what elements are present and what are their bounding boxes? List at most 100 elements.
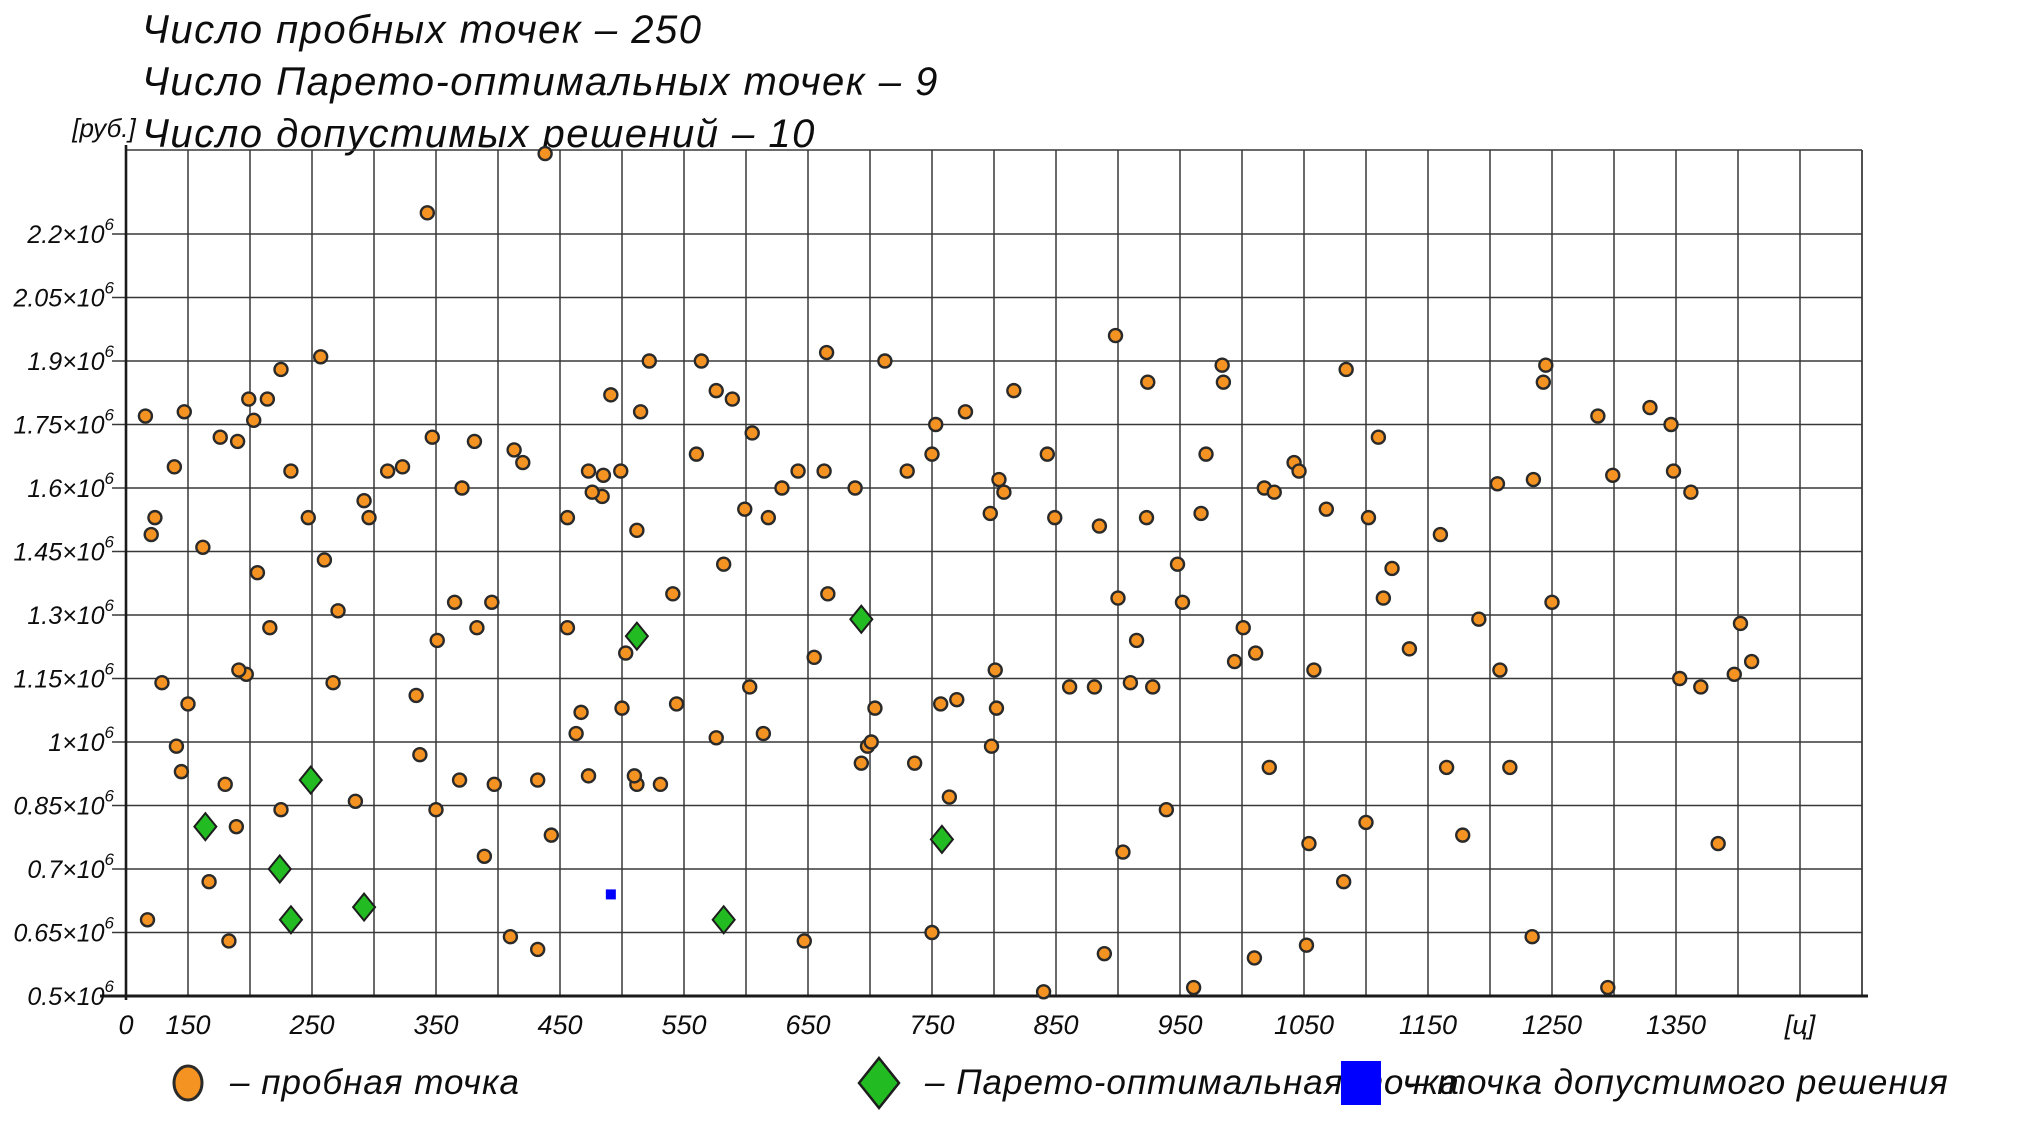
- trial-point-marker: [924, 446, 940, 462]
- y-tick-label: 1.6×106: [27, 469, 114, 503]
- trial-point-marker: [629, 522, 645, 539]
- trial-point-marker: [419, 205, 436, 221]
- trial-point-marker: [379, 463, 396, 479]
- trial-point-marker: [1672, 670, 1688, 687]
- trial-point-marker: [212, 429, 228, 445]
- trial-point-marker: [790, 463, 806, 479]
- trial-point-marker: [428, 802, 444, 818]
- trial-point-marker: [361, 509, 377, 526]
- pareto-point-marker: [298, 765, 324, 796]
- trial-point-marker: [1039, 446, 1056, 462]
- trial-point-marker: [613, 463, 629, 479]
- y-tick-label: 0.65×106: [13, 914, 114, 948]
- x-tick-label: 850: [1033, 1010, 1078, 1040]
- x-tick-label: 550: [661, 1010, 706, 1040]
- trial-point-marker: [1370, 429, 1387, 445]
- x-tick-label: 350: [413, 1010, 458, 1040]
- trial-point-marker: [543, 827, 560, 843]
- trial-point-marker: [1455, 827, 1471, 843]
- trial-point-marker: [1214, 357, 1230, 373]
- trial-point-marker: [957, 404, 974, 420]
- trial-point-marker: [820, 586, 836, 602]
- trial-point-marker: [143, 526, 159, 543]
- x-tick-label: 750: [909, 1010, 954, 1040]
- trial-point-marker: [847, 480, 863, 496]
- trial-point-marker: [1432, 526, 1449, 543]
- trial-point-marker: [924, 924, 940, 941]
- trial-point-marker: [1091, 518, 1108, 534]
- x-tick-label: 1350: [1646, 1010, 1706, 1040]
- trial-point-marker: [1266, 484, 1282, 500]
- trial-point-marker: [1247, 645, 1264, 661]
- trial-point-marker: [1489, 476, 1506, 492]
- trial-point-marker: [708, 382, 724, 399]
- trial-point-marker: [1358, 814, 1374, 831]
- trial-point-marker: [1600, 979, 1616, 996]
- trial-point-marker: [173, 763, 190, 780]
- trial-point-marker: [737, 501, 753, 517]
- trial-point-marker: [454, 480, 470, 496]
- trial-point-marker: [641, 353, 657, 369]
- trial-point-marker: [1301, 835, 1317, 852]
- report-header: Число пробных точек – 250 Число Парето-о…: [142, 4, 939, 160]
- trial-point-marker: [1110, 590, 1126, 606]
- legend: – пробная точка – Парето-оптимальная точ…: [0, 1048, 2020, 1118]
- trial-point-marker: [1128, 632, 1145, 649]
- trial-point-marker: [228, 818, 245, 835]
- trial-point-marker: [312, 349, 329, 365]
- trial-point-marker: [988, 700, 1005, 716]
- trial-point-marker: [1185, 979, 1202, 996]
- trial-point-marker: [1246, 950, 1263, 966]
- trial-point-marker: [484, 594, 500, 610]
- trial-point-marker: [412, 747, 428, 763]
- axes: [100, 145, 1868, 1000]
- trial-point-marker: [724, 391, 741, 407]
- y-tick-label: 0.5×106: [27, 977, 114, 1011]
- trial-point-marker: [982, 505, 998, 522]
- x-tick-label: 250: [288, 1010, 334, 1040]
- x-axis-labels: 0 150 250 350 450 550 650 750 850 950 1050 1150 1250…: [118, 1010, 1816, 1040]
- trial-point-marker: [573, 704, 589, 721]
- trial-point-marker: [688, 446, 705, 462]
- trial-point-marker: [325, 675, 341, 691]
- trial-point-marker: [603, 387, 619, 403]
- trial-point-marker: [166, 459, 183, 475]
- trial-point-marker: [1086, 679, 1103, 695]
- data-points: [137, 145, 1760, 1000]
- trial-point-marker: [1384, 560, 1400, 577]
- x-tick-label: 1050: [1274, 1010, 1334, 1040]
- trial-point-marker: [1138, 509, 1155, 526]
- trial-point-marker: [1710, 835, 1726, 852]
- trial-point-marker: [347, 793, 364, 809]
- trial-point-marker: [906, 755, 923, 771]
- trial-point-marker: [486, 776, 502, 793]
- trial-point-marker: [408, 687, 424, 704]
- trial-point-marker: [1525, 471, 1542, 488]
- trial-point-marker: [1047, 509, 1063, 526]
- trial-point-marker: [259, 391, 276, 407]
- trial-point-marker: [1035, 984, 1052, 1000]
- trial-point-marker: [816, 463, 832, 479]
- trial-point-marker: [429, 632, 445, 649]
- trial-point-marker: [1732, 615, 1749, 632]
- trial-point-marker: [1261, 759, 1277, 776]
- y-tick-label: 1.3×106: [27, 596, 114, 630]
- y-tick-label: 0.85×106: [13, 787, 114, 821]
- trial-point-marker: [932, 696, 949, 712]
- trial-point-marker: [1438, 759, 1455, 776]
- trial-point-marker: [147, 509, 163, 526]
- trial-point-marker: [1174, 594, 1191, 610]
- trial-point-marker: [330, 603, 346, 619]
- trial-point-marker: [928, 416, 944, 433]
- trial-point-icon: [172, 1064, 204, 1102]
- series-circle: [137, 145, 1760, 1000]
- x-axis-unit-label: [ц]: [1784, 1010, 1817, 1040]
- y-tick-label: 1×106: [48, 723, 114, 757]
- trial-point-marker: [1663, 416, 1679, 433]
- trial-point-marker: [996, 484, 1012, 500]
- legend-item-trial-point: – пробная точка: [168, 1048, 520, 1118]
- legend-label-trial-point: – пробная точка: [230, 1063, 520, 1102]
- trial-point-marker: [1006, 382, 1022, 399]
- trial-point-marker: [1145, 679, 1161, 695]
- trial-point-marker: [1665, 463, 1682, 479]
